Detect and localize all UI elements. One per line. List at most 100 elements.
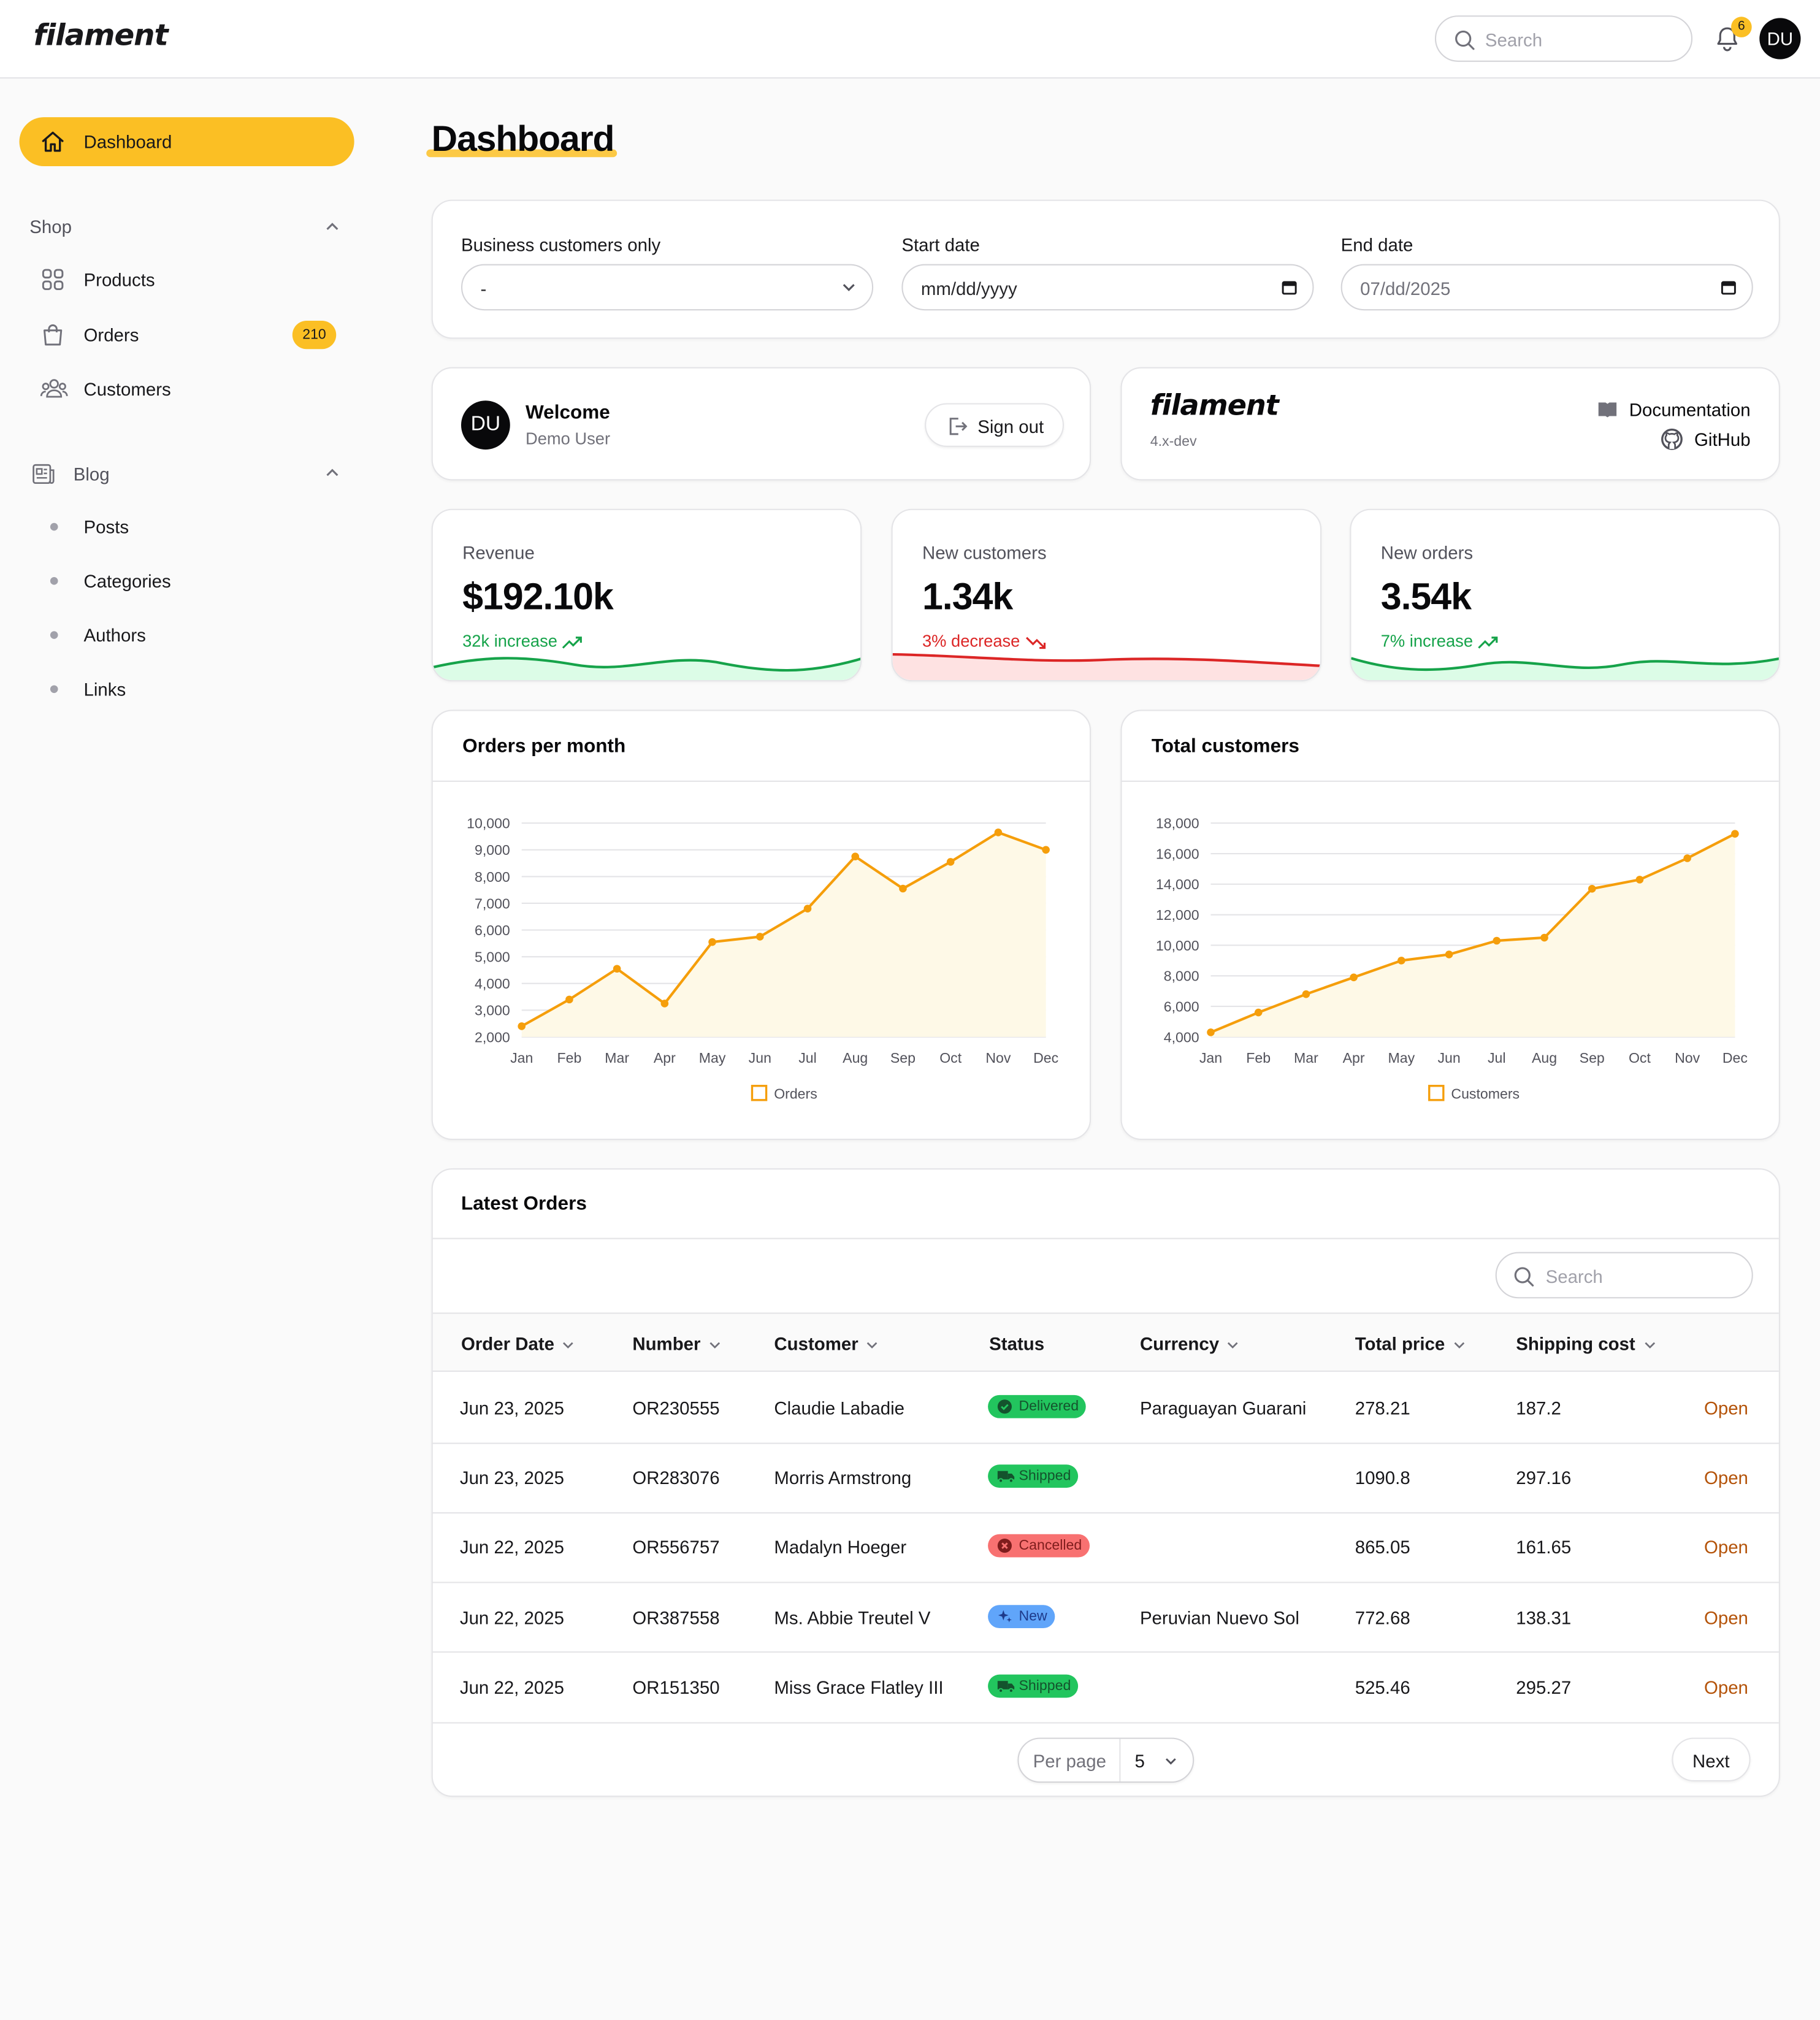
divider	[432, 1722, 1779, 1724]
end-date-value: 07/dd/2025	[1360, 278, 1451, 299]
data-point[interactable]	[1254, 1008, 1263, 1017]
per-page-select[interactable]: Per page 5	[1017, 1737, 1195, 1783]
open-order-link[interactable]: Open	[1703, 1467, 1748, 1488]
stat-trend: 7% increase	[1381, 631, 1499, 651]
y-tick-label: 5,000	[475, 949, 510, 965]
data-point[interactable]	[946, 858, 955, 866]
data-point[interactable]	[565, 995, 573, 1004]
data-point[interactable]	[660, 1000, 669, 1008]
row-divider	[431, 1651, 1780, 1653]
stat-trend-text: 3% decrease	[922, 631, 1020, 651]
sidebar-group-blog[interactable]: Blog	[73, 464, 110, 484]
data-point[interactable]	[1445, 951, 1453, 958]
end-date-input[interactable]: 07/dd/2025	[1340, 264, 1753, 311]
data-point[interactable]	[518, 1022, 526, 1030]
data-point[interactable]	[1588, 885, 1596, 893]
sidebar-item-links[interactable]: Links	[20, 666, 354, 713]
orders-search-input[interactable]: Search	[1495, 1252, 1753, 1299]
order-date: Jun 22, 2025	[459, 1536, 564, 1558]
data-point[interactable]	[708, 938, 716, 946]
y-tick-label: 18,000	[1156, 816, 1199, 832]
legend-label[interactable]: Orders	[774, 1086, 817, 1102]
sidebar-item-categories[interactable]: Categories	[20, 558, 354, 605]
sidebar-item-products[interactable]: Products	[20, 256, 354, 303]
order-shipping: 297.16	[1516, 1467, 1572, 1488]
sidebar-item-customers[interactable]: Customers	[20, 366, 354, 413]
x-tick-label: Apr	[1343, 1050, 1365, 1066]
sidebar-item-posts[interactable]: Posts	[20, 503, 354, 550]
chevron-down-icon	[867, 1342, 878, 1349]
data-point[interactable]	[851, 852, 860, 861]
trending-up-icon	[1478, 636, 1498, 648]
x-tick-label: Oct	[1629, 1050, 1651, 1066]
column-header-shipping-cost[interactable]: Shipping cost	[1516, 1333, 1656, 1354]
x-tick-label: Sep	[1580, 1050, 1605, 1066]
chevron-down-icon	[1165, 1758, 1176, 1765]
column-header-currency[interactable]: Currency	[1140, 1333, 1240, 1354]
brand-logo[interactable]: filament	[33, 19, 169, 53]
start-date-input[interactable]: mm/dd/yyyy	[901, 264, 1314, 311]
next-page-label: Next	[1692, 1750, 1730, 1772]
x-tick-label: Nov	[1675, 1050, 1700, 1066]
column-header-order-date[interactable]: Order Date	[461, 1333, 575, 1354]
business-filter-select[interactable]: -	[461, 264, 874, 311]
y-tick-label: 6,000	[1164, 998, 1199, 1014]
data-point[interactable]	[1635, 876, 1644, 884]
data-point[interactable]	[1207, 1028, 1215, 1036]
sidebar-item-orders[interactable]: Orders 210	[20, 312, 354, 358]
data-point[interactable]	[803, 905, 812, 912]
y-tick-label: 4,000	[475, 976, 510, 992]
data-point[interactable]	[899, 884, 907, 893]
global-search[interactable]: Search	[1434, 15, 1693, 62]
chevron-up-icon[interactable]	[324, 465, 340, 480]
column-header-number[interactable]: Number	[632, 1333, 721, 1354]
newspaper-icon	[32, 464, 55, 484]
stat-value: 3.54k	[1380, 577, 1472, 619]
calendar-icon[interactable]	[1282, 280, 1297, 295]
column-header-label: Number	[632, 1333, 701, 1354]
next-page-button[interactable]: Next	[1672, 1737, 1751, 1781]
sidebar-item-authors[interactable]: Authors	[20, 612, 354, 659]
order-currency: Paraguayan Guarani	[1139, 1398, 1307, 1418]
data-point[interactable]	[1302, 990, 1310, 998]
data-point[interactable]	[1493, 936, 1501, 945]
sidebar-group-shop[interactable]: Shop	[29, 216, 72, 237]
column-header-label: Currency	[1139, 1333, 1220, 1354]
documentation-link[interactable]: Documentation	[1629, 399, 1751, 420]
data-point[interactable]	[1731, 830, 1739, 838]
sidebar-item-label: Categories	[83, 570, 171, 592]
x-tick-label: Feb	[557, 1050, 582, 1066]
order-number: OR283076	[632, 1467, 720, 1488]
calendar-icon[interactable]	[1721, 280, 1736, 295]
data-point[interactable]	[994, 828, 1003, 836]
sign-out-button[interactable]: Sign out	[925, 403, 1065, 447]
y-tick-label: 8,000	[475, 869, 510, 885]
sign-out-icon	[949, 418, 968, 435]
data-point[interactable]	[1350, 973, 1358, 982]
data-point[interactable]	[1540, 933, 1548, 942]
column-header-total-price[interactable]: Total price	[1355, 1333, 1466, 1354]
bullet-dot	[50, 685, 58, 694]
legend-label[interactable]: Customers	[1451, 1086, 1520, 1102]
user-avatar[interactable]: DU	[1759, 18, 1801, 59]
row-divider	[431, 1582, 1780, 1583]
data-point[interactable]	[1042, 846, 1050, 854]
column-header-customer[interactable]: Customer	[774, 1333, 879, 1354]
open-order-link[interactable]: Open	[1703, 1607, 1748, 1629]
order-customer: Morris Armstrong	[774, 1467, 912, 1488]
data-point[interactable]	[1683, 854, 1691, 862]
data-point[interactable]	[613, 965, 621, 973]
github-link[interactable]: GitHub	[1694, 429, 1751, 450]
x-tick-label: Aug	[1532, 1050, 1557, 1066]
welcome-title: Welcome	[526, 402, 610, 424]
chevron-up-icon[interactable]	[324, 219, 340, 234]
data-point[interactable]	[1398, 957, 1405, 965]
divider	[1119, 1739, 1121, 1781]
x-tick-label: Jun	[749, 1050, 771, 1066]
open-order-link[interactable]: Open	[1703, 1536, 1748, 1558]
open-order-link[interactable]: Open	[1703, 1398, 1748, 1418]
data-point[interactable]	[755, 933, 764, 941]
open-order-link[interactable]: Open	[1703, 1677, 1748, 1698]
orders-chart: 10,000 9,000 8,000 7,000 6,000 5,000 4,000 3,00…	[467, 816, 1058, 1102]
sidebar-item-dashboard[interactable]: Dashboard	[19, 117, 354, 166]
